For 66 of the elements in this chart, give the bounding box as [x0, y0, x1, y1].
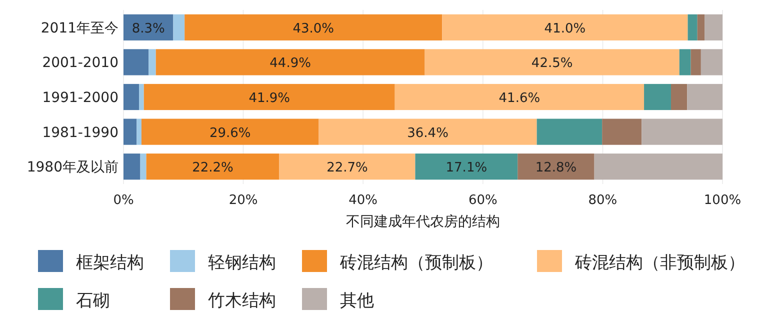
bar: [697, 14, 705, 40]
bar: [139, 84, 144, 110]
bar: [687, 84, 722, 110]
bar: [184, 14, 442, 40]
legend-label: 砖混结构（预制板）: [339, 253, 493, 273]
bar: [424, 49, 680, 76]
bar: [518, 154, 594, 180]
x-tick-label: 80%: [588, 193, 618, 208]
bar: [136, 118, 142, 145]
legend-label: 石砌: [76, 291, 110, 311]
bar: [146, 154, 280, 180]
bar: [156, 49, 425, 76]
data-label: 42.5%: [531, 56, 573, 72]
data-label: 12.8%: [535, 160, 577, 176]
data-label: 22.2%: [192, 160, 234, 176]
y-tick-label: 2011年至今: [40, 20, 118, 36]
bar: [594, 154, 722, 180]
data-label: 8.3%: [132, 21, 165, 36]
bar: [602, 118, 642, 145]
x-tick-label: 0%: [113, 193, 134, 208]
y-tick-label: 1991-2000: [42, 90, 118, 106]
y-tick-label: 1980年及以前: [26, 160, 118, 176]
data-label: 43.0%: [292, 21, 334, 36]
x-tick-label: 20%: [228, 193, 258, 208]
bar: [704, 14, 722, 40]
bar: [688, 14, 698, 40]
bar: [415, 154, 518, 180]
bar: [124, 154, 140, 180]
bar: [124, 49, 149, 76]
legend-label: 其他: [340, 291, 374, 311]
x-tick-label: 100%: [704, 193, 742, 208]
bar: [124, 118, 137, 145]
data-label: 41.6%: [498, 91, 540, 106]
bar: [144, 84, 395, 110]
data-label: 17.1%: [446, 160, 488, 176]
bar: [140, 154, 146, 180]
legend-label: 轻钢结构: [208, 253, 276, 273]
data-label: 29.6%: [209, 126, 251, 141]
data-label: 41.9%: [248, 91, 290, 106]
bar: [642, 118, 722, 145]
data-label: 36.4%: [407, 126, 448, 141]
x-tick-label: 40%: [348, 193, 378, 208]
bar: [690, 49, 701, 76]
bar: [679, 49, 691, 76]
y-tick-label: 2001-2010: [42, 55, 118, 72]
bar: [536, 118, 602, 145]
data-label: 44.9%: [270, 56, 311, 72]
x-tick-label: 60%: [468, 193, 498, 208]
legend-label: 框架结构: [76, 253, 144, 273]
data-label: 22.7%: [326, 160, 368, 176]
bar: [173, 14, 185, 40]
y-tick-label: 1981-1990: [42, 124, 118, 141]
legend-label: 砖混结构（非预制板）: [574, 253, 745, 273]
legend-label: 竹木结构: [208, 291, 276, 311]
bar: [148, 49, 156, 76]
bar: [141, 118, 319, 145]
bar: [124, 84, 140, 110]
data-label: 41.0%: [544, 21, 586, 36]
x-axis-title: 不同建成年代农房的结构: [346, 214, 500, 230]
bar: [700, 49, 722, 76]
bar: [644, 84, 671, 110]
bar: [318, 118, 537, 145]
bar: [442, 14, 688, 40]
bar: [279, 154, 416, 180]
bar: [670, 84, 688, 110]
bar: [394, 84, 644, 110]
